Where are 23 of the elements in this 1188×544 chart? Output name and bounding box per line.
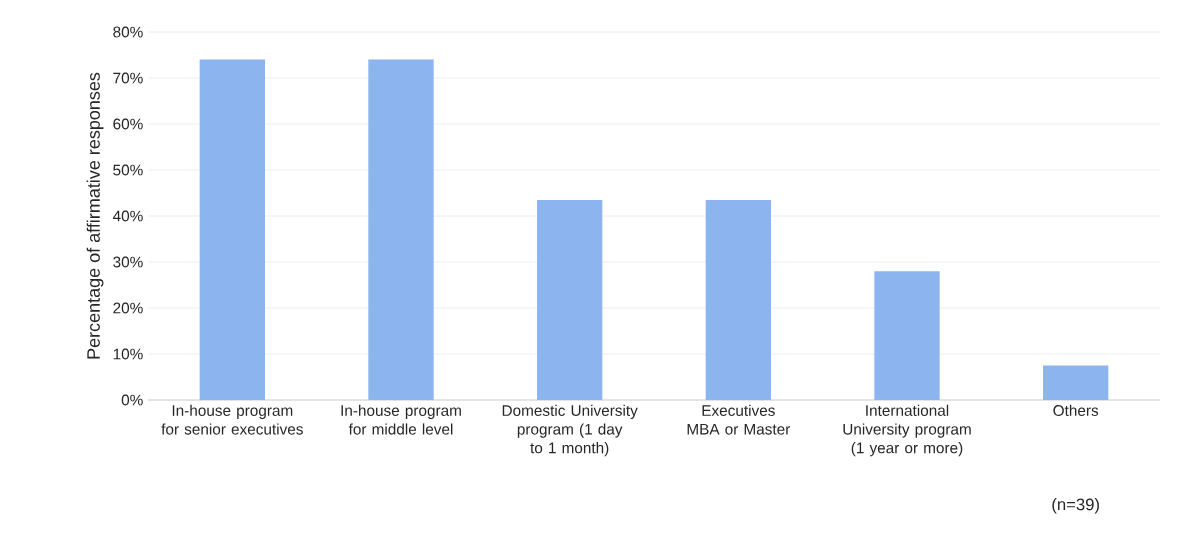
bar bbox=[199, 59, 265, 400]
y-tick-label: 60% bbox=[113, 118, 143, 130]
y-tick-label: 40% bbox=[112, 210, 143, 222]
bar bbox=[537, 199, 603, 400]
x-tick-label: Domestic University program (1 day to 1 month) bbox=[502, 404, 638, 457]
x-tick-label: Executives MBA or Master bbox=[687, 404, 791, 435]
x-tick-label: In-house program for senior executives bbox=[161, 404, 303, 435]
x-tick-label: International University program (1 year or more) bbox=[843, 404, 971, 457]
y-axis-title: Percentage of affirmative responses bbox=[86, 72, 104, 359]
y-tick-label: 80% bbox=[113, 26, 143, 38]
text: (n=39) bbox=[1052, 498, 1099, 514]
y-tick-label: 70% bbox=[113, 72, 143, 84]
y-tick-label: 20% bbox=[113, 302, 143, 314]
y-tick-label: 50% bbox=[113, 164, 143, 176]
bar bbox=[705, 199, 772, 400]
y-tick-label: 30% bbox=[113, 256, 143, 268]
x-tick-label: In-house program for middle level bbox=[341, 404, 461, 435]
bar bbox=[368, 59, 434, 400]
y-tick-label: 0% bbox=[121, 394, 143, 406]
bar bbox=[874, 271, 940, 400]
x-tick-label: Others bbox=[1053, 404, 1099, 416]
y-tick-label: 10% bbox=[113, 348, 143, 360]
bar bbox=[1043, 365, 1109, 400]
